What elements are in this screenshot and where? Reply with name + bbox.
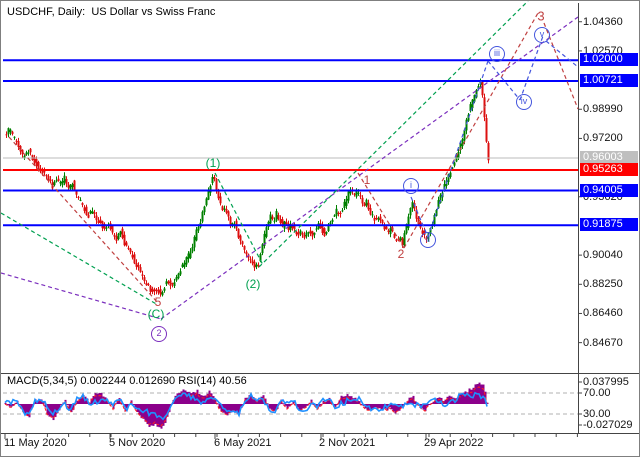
trend-line-12[interactable]: [519, 35, 544, 101]
price-axis-label: 0.98990: [583, 103, 623, 116]
chart-title: USDCHF, Daily: US Dollar vs Swiss Franc: [7, 6, 216, 18]
rsi-line: [4, 391, 488, 421]
price-badge-0.96003: 0.96003: [580, 150, 638, 164]
indicator-axis-label: 0.037995: [583, 376, 629, 388]
price-axis-label: 0.88250: [583, 278, 623, 291]
wave-label-2: 2: [397, 247, 405, 261]
date-axis-label: 6 May 2021: [214, 437, 272, 449]
price-badge-1.02000: 1.02000: [580, 53, 638, 67]
wave-label-(1): (1): [205, 156, 221, 170]
wave-label-1: 1: [363, 173, 371, 187]
wave-label-(2): (2): [245, 277, 261, 291]
date-axis-label: 2 Nov 2021: [319, 437, 376, 449]
trend-line-6[interactable]: [357, 172, 405, 249]
trend-line-3[interactable]: [160, 16, 579, 320]
wave-label-(C): (C): [147, 307, 165, 321]
trend-line-10[interactable]: [427, 60, 489, 238]
indicator-label: MACD(5,34,5) 0.002244 0.012690 RSI(14) 4…: [7, 375, 247, 387]
wave-label-5: 5: [154, 295, 162, 309]
price-badge-0.95263: 0.95263: [580, 163, 638, 176]
wave-label-iii: iii: [489, 46, 505, 62]
indicator-axis-label: -0.027029: [583, 419, 633, 431]
price-axis-label: 0.90040: [583, 249, 623, 262]
trend-line-8[interactable]: [543, 22, 579, 110]
price-axis-label: 0.86460: [583, 307, 623, 320]
macd-signal-line: [4, 386, 488, 427]
date-axis-label: 11 May 2020: [4, 437, 67, 449]
trend-line-11[interactable]: [487, 60, 521, 101]
price-axis-label: 0.97200: [583, 132, 623, 145]
trend-line-7[interactable]: [403, 12, 539, 249]
candlesticks: [5, 78, 490, 297]
trend-line-1[interactable]: [1, 212, 159, 306]
trend-line-13[interactable]: [545, 40, 579, 68]
wave-label-i: i: [403, 178, 419, 194]
wave-label-2: 2: [151, 326, 167, 342]
price-badge-0.91875: 0.91875: [580, 218, 638, 232]
trend-line-9[interactable]: [410, 196, 429, 238]
price-badge-0.94005: 0.94005: [580, 183, 638, 197]
indicator-axis-label: 70.00: [583, 387, 611, 399]
wave-label-3: 3: [537, 8, 545, 24]
price-axis-label: 1.04360: [583, 15, 623, 28]
wave-label-v: v: [534, 27, 550, 43]
wave-label-iv: iv: [516, 94, 532, 110]
date-axis-label: 5 Nov 2020: [109, 437, 166, 449]
date-axis-label: 29 Apr 2022: [424, 437, 484, 449]
indicator-axis-label: 30.00: [583, 408, 611, 420]
trend-line-0[interactable]: [8, 136, 159, 304]
trend-line-4[interactable]: [214, 172, 264, 266]
macd-indicator: [3, 382, 578, 429]
price-axis-label: 0.84670: [583, 336, 623, 349]
trend-line-5[interactable]: [258, 1, 529, 268]
wave-label-ii: ii: [420, 232, 436, 248]
price-badge-1.00721: 1.00721: [580, 74, 638, 88]
